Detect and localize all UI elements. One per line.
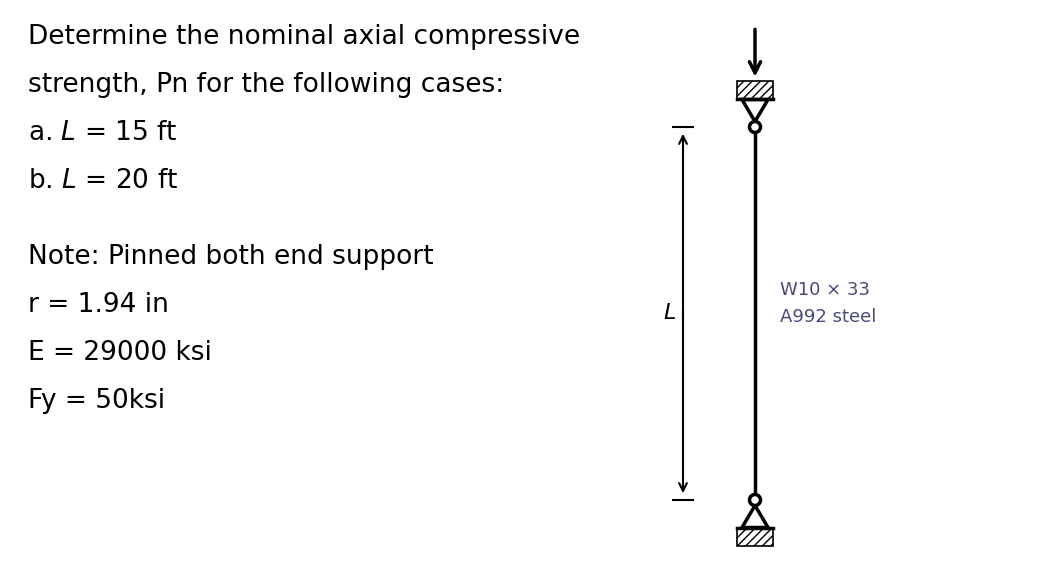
Text: b. $L$ = 20 ft: b. $L$ = 20 ft [28,168,178,194]
Text: Note: Pinned both end support: Note: Pinned both end support [28,244,434,270]
Text: E = 29000 ksi: E = 29000 ksi [28,340,212,366]
Text: strength, Pn for the following cases:: strength, Pn for the following cases: [28,72,505,98]
Text: W10 × 33
A992 steel: W10 × 33 A992 steel [780,281,877,327]
Text: $L$: $L$ [663,303,676,324]
Text: Fy = 50ksi: Fy = 50ksi [28,388,165,414]
Circle shape [749,495,761,506]
Bar [737,527,773,546]
Text: Determine the nominal axial compressive: Determine the nominal axial compressive [28,24,580,50]
Text: a. $L$ = 15 ft: a. $L$ = 15 ft [28,120,178,146]
Bar [737,81,773,100]
Text: r = 1.94 in: r = 1.94 in [28,292,169,318]
Circle shape [749,121,761,133]
